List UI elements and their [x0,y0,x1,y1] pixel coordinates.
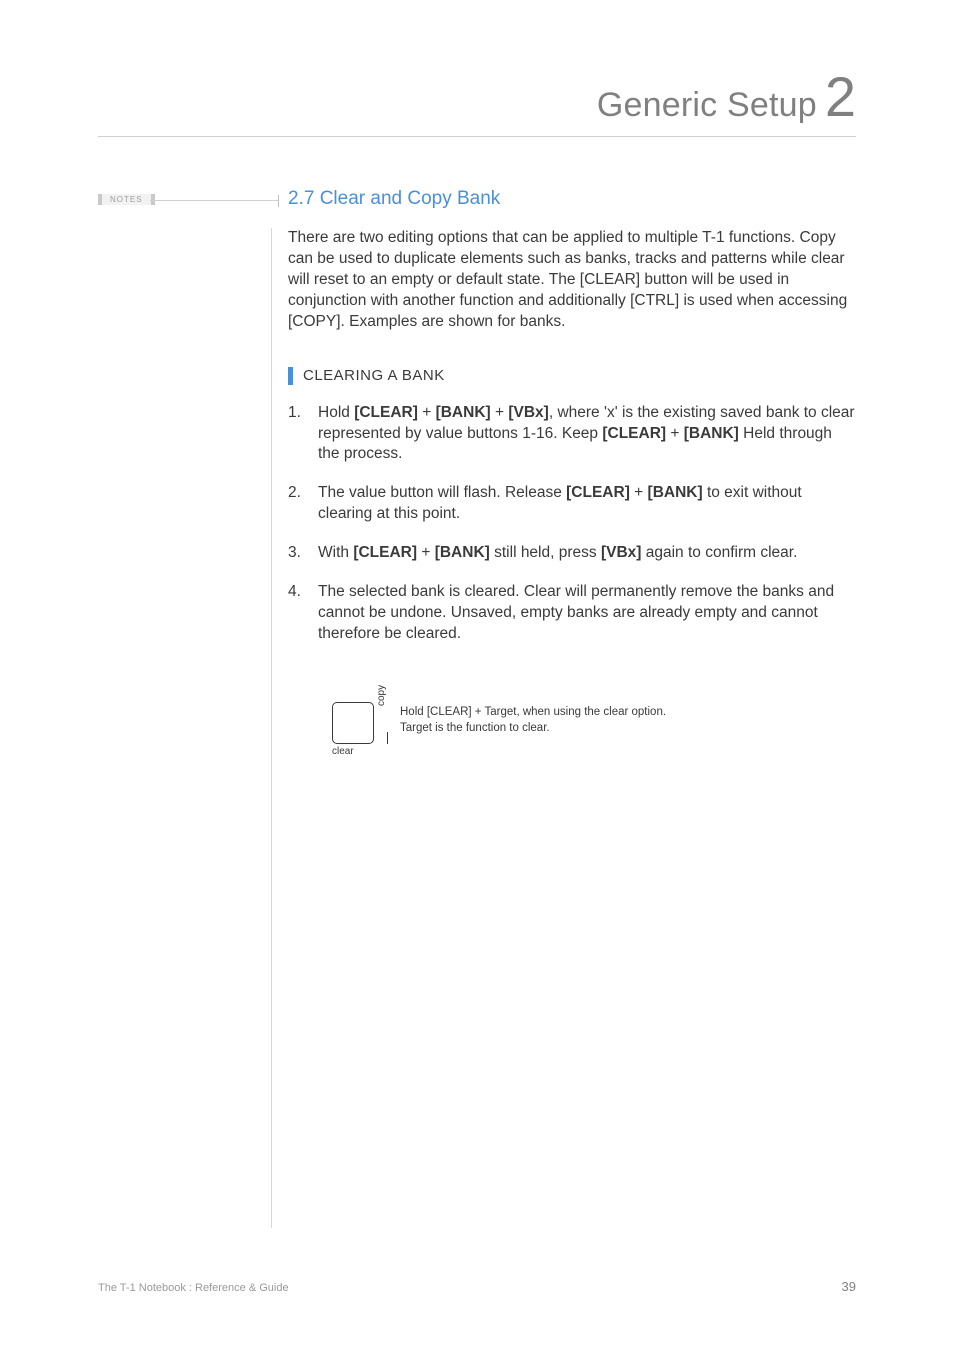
notes-rule [150,200,278,201]
section-number: 2.7 [288,188,314,209]
sub-heading-text: CLEARING A BANK [303,367,445,384]
step-2: The value button will flash. Release [CL… [288,483,856,525]
page-number: 39 [842,1279,856,1294]
section-title: 2.7 Clear and Copy Bank [288,188,500,210]
page: Generic Setup 2 NOTES 2.7 Clear and Copy… [0,0,954,1350]
chapter-header: Generic Setup 2 [597,72,856,125]
body-vertical-rule [271,228,272,1228]
figure-caption-line-2: Target is the function to clear. [400,720,666,736]
steps-list: Hold [CLEAR] + [BANK] + [VBx], where 'x'… [288,403,856,645]
footer: The T-1 Notebook : Reference & Guide 39 [98,1279,856,1294]
section-tick [278,195,279,207]
figure: copy clear Hold [CLEAR] + Target, when u… [332,702,666,757]
button-tick [387,732,389,744]
step-3: With [CLEAR] + [BANK] still held, press … [288,543,856,564]
chapter-number: 2 [825,72,856,122]
clear-button-icon [332,702,374,744]
footer-left: The T-1 Notebook : Reference & Guide [98,1282,289,1294]
button-label-clear: clear [332,746,382,757]
intro-paragraph: There are two editing options that can b… [288,228,856,333]
figure-caption: Hold [CLEAR] + Target, when using the cl… [400,704,666,736]
section-name: Clear and Copy Bank [320,188,501,209]
sub-heading-bar [288,367,293,385]
button-label-copy: copy [376,685,387,706]
chapter-title: Generic Setup [597,86,817,125]
step-1: Hold [CLEAR] + [BANK] + [VBx], where 'x'… [288,403,856,466]
step-4: The selected bank is cleared. Clear will… [288,582,856,645]
button-diagram: copy clear [332,702,382,757]
sub-heading: CLEARING A BANK [288,367,856,385]
notes-badge: NOTES [98,194,155,205]
header-rule [98,136,856,137]
figure-caption-line-1: Hold [CLEAR] + Target, when using the cl… [400,704,666,720]
body: There are two editing options that can b… [288,228,856,663]
